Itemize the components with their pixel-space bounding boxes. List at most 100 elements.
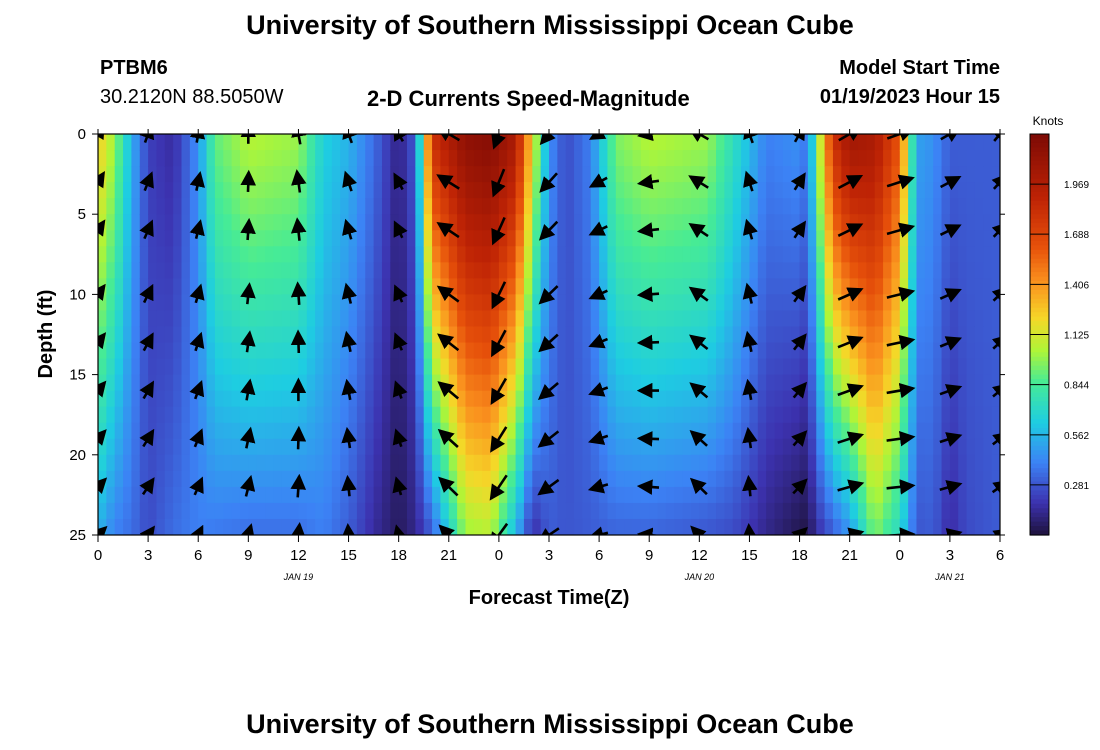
heatmap-cell [874,262,884,279]
heatmap-cell [757,166,767,183]
heatmap-cell [640,470,650,488]
heatmap-cell [624,518,634,535]
heatmap-cell [741,246,751,263]
heatmap-cell [156,518,166,535]
heatmap-cell [582,374,592,392]
heatmap-cell [114,310,124,328]
colorbar-tick-label: 0.281 [1064,481,1089,492]
colorbar-segment [1030,330,1049,336]
heatmap-cell [365,230,375,247]
heatmap-cell [315,310,325,328]
heatmap-cell [665,294,675,312]
heatmap-cell [665,390,675,408]
heatmap-cell [908,182,918,199]
heatmap-cell [465,150,475,167]
heatmap-cell [490,150,500,167]
heatmap-cell [574,150,584,167]
heatmap-cell [599,390,609,408]
heatmap-cell [966,182,976,199]
heatmap-cell [941,358,951,376]
heatmap-cell [415,374,425,392]
heatmap-cell [824,310,834,328]
heatmap-cell [816,326,826,344]
heatmap-cell [632,358,642,376]
heatmap-cell [874,294,884,312]
heatmap-cell [239,134,249,151]
heatmap-cell [473,198,483,215]
heatmap-cell [766,438,776,456]
heatmap-cell [206,166,216,183]
heatmap-cell [782,166,792,183]
heatmap-cell [791,406,801,424]
heatmap-cell [874,134,884,151]
heatmap-cell [607,422,617,440]
heatmap-cell [849,262,859,279]
heatmap-cell [574,374,584,392]
heatmap-cell [189,294,199,312]
heatmap-cell [649,294,659,312]
heatmap-cell [457,182,467,199]
heatmap-cell [315,182,325,199]
heatmap-cell [883,214,893,231]
heatmap-cell [256,198,266,215]
heatmap-cell [682,166,692,183]
heatmap-cell [206,294,216,312]
heatmap-cell [273,150,283,167]
current-vector-arrow [189,283,205,304]
heatmap-cell [983,214,993,231]
heatmap-cell [916,246,926,263]
heatmap-cell [657,278,667,295]
heatmap-cell [824,150,834,167]
heatmap-cell [540,278,550,295]
heatmap-cell [540,374,550,392]
heatmap-cell [916,182,926,199]
current-vector-arrow [139,477,155,496]
heatmap-cell [974,182,984,199]
heatmap-cell [323,310,333,328]
heatmap-cell [565,134,575,151]
heatmap-cell [858,214,867,231]
heatmap-cell [348,294,358,312]
heatmap-cell [515,390,525,408]
heatmap-cell [883,262,893,279]
current-vector-arrow [139,428,155,448]
heatmap-cell [665,406,675,424]
heatmap-cell [156,246,166,263]
heatmap-cell [156,438,166,456]
heatmap-cell [807,342,817,360]
heatmap-cell [958,166,968,183]
heatmap-cell [231,326,241,344]
heatmap-cell [966,294,976,312]
heatmap-cell [381,406,391,424]
heatmap-cell [949,438,959,456]
heatmap-cell [473,470,483,488]
heatmap-cell [315,486,325,504]
heatmap-cell [523,390,533,408]
heatmap-cell [924,134,934,151]
heatmap-cell [791,310,801,328]
heatmap-cell [306,486,316,504]
heatmap-cell [899,214,909,231]
heatmap-cell [106,502,116,520]
current-vector-arrow [489,474,508,501]
heatmap-cell [991,502,1000,520]
heatmap-cell [482,198,492,215]
heatmap-cell [156,310,166,328]
heatmap-cell [874,198,884,215]
heatmap-cell [590,230,600,247]
heatmap-cell [716,470,725,488]
heatmap-cell [532,502,542,520]
heatmap-cell [741,294,751,312]
heatmap-cell [891,326,901,344]
heatmap-cell [699,294,709,312]
heatmap-cell [941,278,951,295]
heatmap-cell [206,326,216,344]
heatmap-cell [824,518,834,535]
current-vector-arrow [392,428,408,448]
heatmap-cell [883,470,893,488]
heatmap-cell [156,486,166,504]
heatmap-cell [557,486,567,504]
heatmap-cell [415,390,425,408]
heatmap-cell [498,230,508,247]
heatmap-cell [256,486,266,504]
